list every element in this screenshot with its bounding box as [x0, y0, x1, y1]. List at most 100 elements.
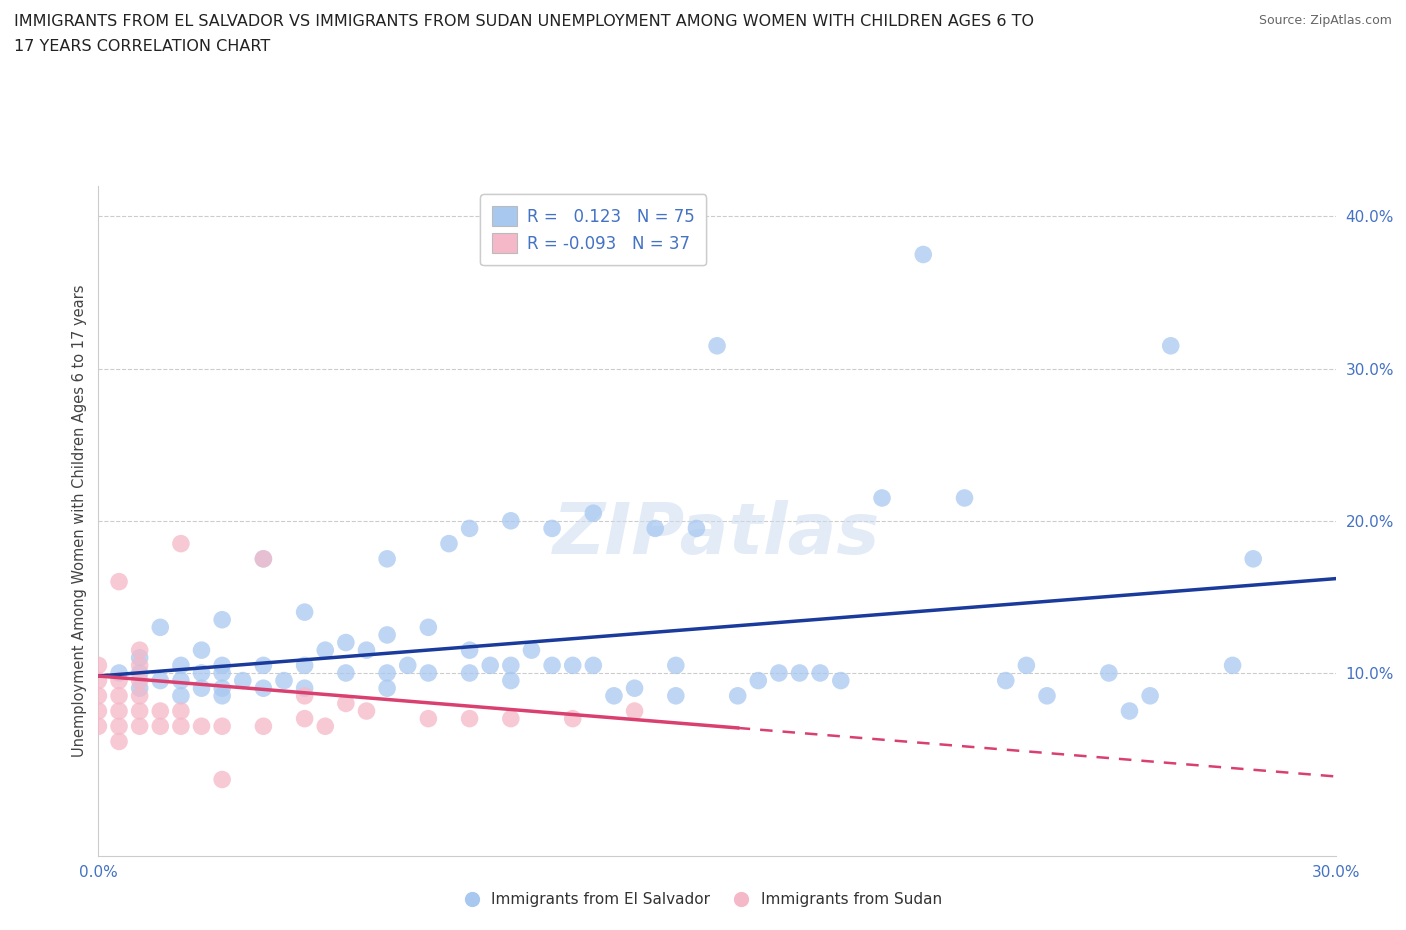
- Point: [232, 673, 254, 688]
- Point: [149, 719, 172, 734]
- Point: [356, 643, 378, 658]
- Point: [170, 658, 193, 672]
- Point: [87, 719, 110, 734]
- Point: [994, 673, 1017, 688]
- Point: [294, 681, 316, 696]
- Point: [314, 719, 336, 734]
- Point: [437, 537, 460, 551]
- Point: [665, 688, 688, 703]
- Y-axis label: Unemployment Among Women with Children Ages 6 to 17 years: Unemployment Among Women with Children A…: [72, 285, 87, 757]
- Point: [108, 666, 131, 681]
- Point: [561, 711, 583, 726]
- Point: [623, 704, 645, 719]
- Point: [211, 666, 233, 681]
- Point: [149, 620, 172, 635]
- Point: [128, 704, 150, 719]
- Point: [768, 666, 790, 681]
- Point: [252, 719, 274, 734]
- Point: [789, 666, 811, 681]
- Point: [1118, 704, 1140, 719]
- Point: [128, 719, 150, 734]
- Legend: R =   0.123   N = 75, R = -0.093   N = 37: R = 0.123 N = 75, R = -0.093 N = 37: [481, 194, 706, 265]
- Point: [727, 688, 749, 703]
- Point: [458, 711, 481, 726]
- Point: [1241, 551, 1264, 566]
- Point: [458, 643, 481, 658]
- Point: [870, 490, 893, 505]
- Point: [375, 628, 398, 643]
- Point: [128, 688, 150, 703]
- Point: [541, 658, 564, 672]
- Point: [149, 673, 172, 688]
- Point: [375, 681, 398, 696]
- Point: [396, 658, 419, 672]
- Point: [294, 688, 316, 703]
- Point: [294, 604, 316, 619]
- Point: [190, 681, 212, 696]
- Point: [87, 673, 110, 688]
- Point: [706, 339, 728, 353]
- Point: [170, 719, 193, 734]
- Point: [108, 574, 131, 589]
- Point: [87, 704, 110, 719]
- Point: [294, 658, 316, 672]
- Point: [211, 681, 233, 696]
- Point: [458, 521, 481, 536]
- Point: [128, 643, 150, 658]
- Point: [375, 666, 398, 681]
- Point: [128, 666, 150, 681]
- Point: [499, 711, 522, 726]
- Point: [1139, 688, 1161, 703]
- Point: [252, 551, 274, 566]
- Point: [808, 666, 831, 681]
- Point: [458, 666, 481, 681]
- Point: [582, 658, 605, 672]
- Point: [1222, 658, 1244, 672]
- Point: [211, 719, 233, 734]
- Point: [252, 658, 274, 672]
- Point: [335, 696, 357, 711]
- Point: [603, 688, 626, 703]
- Point: [375, 551, 398, 566]
- Point: [294, 711, 316, 726]
- Point: [108, 734, 131, 749]
- Legend: Immigrants from El Salvador, Immigrants from Sudan: Immigrants from El Salvador, Immigrants …: [458, 886, 948, 913]
- Point: [953, 490, 976, 505]
- Point: [87, 658, 110, 672]
- Point: [108, 673, 131, 688]
- Point: [211, 772, 233, 787]
- Point: [252, 551, 274, 566]
- Point: [830, 673, 852, 688]
- Point: [747, 673, 769, 688]
- Point: [479, 658, 502, 672]
- Point: [499, 658, 522, 672]
- Point: [912, 247, 935, 262]
- Point: [252, 681, 274, 696]
- Point: [273, 673, 295, 688]
- Point: [211, 612, 233, 627]
- Point: [1098, 666, 1121, 681]
- Point: [520, 643, 543, 658]
- Text: 17 YEARS CORRELATION CHART: 17 YEARS CORRELATION CHART: [14, 39, 270, 54]
- Point: [335, 635, 357, 650]
- Point: [128, 673, 150, 688]
- Point: [561, 658, 583, 672]
- Text: IMMIGRANTS FROM EL SALVADOR VS IMMIGRANTS FROM SUDAN UNEMPLOYMENT AMONG WOMEN WI: IMMIGRANTS FROM EL SALVADOR VS IMMIGRANT…: [14, 14, 1033, 29]
- Point: [190, 719, 212, 734]
- Point: [499, 513, 522, 528]
- Point: [170, 673, 193, 688]
- Point: [356, 704, 378, 719]
- Point: [623, 681, 645, 696]
- Point: [108, 688, 131, 703]
- Point: [314, 643, 336, 658]
- Point: [128, 658, 150, 672]
- Point: [418, 666, 440, 681]
- Text: Source: ZipAtlas.com: Source: ZipAtlas.com: [1258, 14, 1392, 27]
- Point: [582, 506, 605, 521]
- Point: [335, 666, 357, 681]
- Point: [418, 620, 440, 635]
- Point: [190, 643, 212, 658]
- Point: [211, 688, 233, 703]
- Point: [170, 704, 193, 719]
- Point: [108, 704, 131, 719]
